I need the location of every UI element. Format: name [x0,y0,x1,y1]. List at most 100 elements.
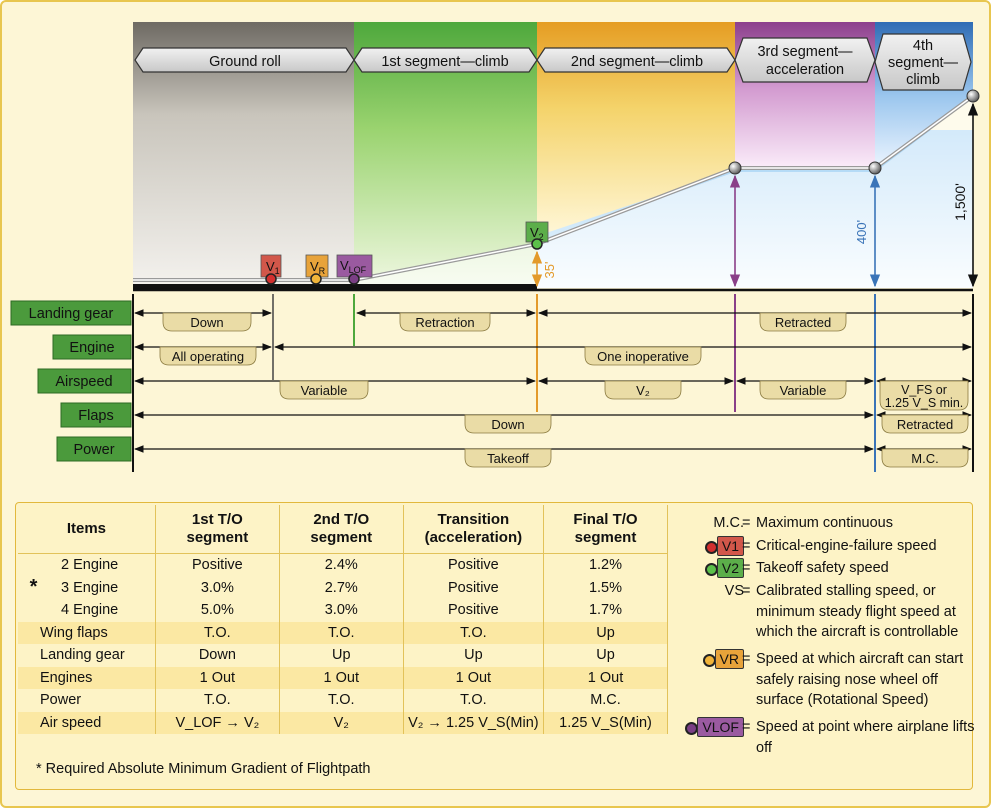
row-4engine-label: 4 Engine [48,599,156,622]
cell: 1.5% [543,576,668,599]
landing-gear-label: Landing gear [29,306,114,322]
waypoint-400ft-start [728,161,742,175]
tab-flaps-down: Down [464,414,552,434]
cell: Positive [403,576,545,599]
tab-power-takeoff: Takeoff [464,448,552,468]
climb-gradient-table: Items 1st T/O segment 2nd T/O segment Tran… [18,505,668,734]
gear-down-text: Down [190,315,223,330]
cell: 1.2% [543,553,668,577]
engine-all-text: All operating [172,349,244,364]
row-landing-gear-label: Landing gear [18,644,156,667]
waypoint-1500ft [966,89,980,103]
cell: T.O. [279,621,404,644]
power-takeoff-text: Takeoff [487,451,529,466]
v1-dot-icon [704,540,718,554]
row-2engine-label: 2 Engine [48,553,156,577]
cell: Positive [403,553,545,577]
cell: V₂ → 1.25 V_S(Min) [403,711,545,734]
row-label-landing-gear: Landing gear [10,300,132,326]
gear-retracted-text: Retracted [775,315,831,330]
legend-key: VS [724,583,744,599]
gear-retraction-text: Retraction [415,315,474,330]
tab-gear-down: Down [162,312,252,332]
cell: 1 Out [279,666,404,689]
cell: 1 Out [543,666,668,689]
power-label: Power [73,442,114,458]
row-airspeed-label: Air speed [18,711,156,734]
cell: 3.0% [279,599,404,622]
engine-label: Engine [69,340,114,356]
row-label-power: Power [56,436,132,462]
alt-1500-label: 1,500' [952,183,968,221]
cell: T.O. [403,621,545,644]
v2-marker: V2 [525,221,549,250]
svg-text:VLOF: VLOF [340,258,367,275]
row-label-engine: Engine [52,334,132,360]
row-engines-label: Engines [18,666,156,689]
tab-engine-one: One inoperative [584,346,702,366]
cell: 2.7% [279,576,404,599]
airspeed-vs-min-text: 1.25 V_S min. [885,396,964,410]
v1-marker: V1 [260,254,282,285]
cell: 1.7% [543,599,668,622]
segment4-label-line2: segment— [888,55,959,71]
tab-airspeed-variable: Variable [279,380,369,400]
header-transition: Transition (acceleration) [403,505,545,554]
row-label-flaps: Flaps [60,402,132,428]
requirements-panel: Items 1st T/O segment 2nd T/O segment Tran… [15,502,974,790]
vr-dot-icon [702,653,716,667]
cell: Positive [403,599,545,622]
legend-key: V2 [716,558,744,578]
tab-airspeed-v2: V₂ [604,380,682,400]
segment3-label-line2: acceleration [766,62,844,78]
header-items: Items [18,505,156,554]
banner-segment1: 1st segment—climb [353,47,538,73]
vr-subscript: R [319,266,326,276]
legend-desc: Maximum continuous [756,515,893,531]
cell: Up [403,644,545,667]
alt-35-label: 35' [542,262,557,279]
legend-key: V1 [716,536,744,556]
segment3-label-line1: 3rd segment— [757,44,853,60]
airspeed-label: Airspeed [55,374,112,390]
row-wing-flaps-label: Wing flaps [18,621,156,644]
cell: 3.0% [155,576,280,599]
table-header-row: Items 1st T/O segment 2nd T/O segment Tran… [18,505,668,554]
cell: Down [155,644,280,667]
cell: T.O. [155,621,280,644]
tab-airspeed-variable2: Variable [759,380,847,400]
segment2-region [537,22,735,236]
cell: T.O. [155,689,280,712]
takeoff-segments-diagram: Ground roll 1st segment—climb 2nd segmen… [10,22,980,472]
banner-segment2: 2nd segment—climb [536,47,736,73]
cell: T.O. [279,689,404,712]
ground-roll-label: Ground roll [209,54,281,70]
cell: M.C. [543,689,668,712]
table-row: Power T.O. T.O. T.O. M.C. [18,689,668,712]
cell: Up [543,644,668,667]
power-mc-text: M.C. [911,451,938,466]
legend-desc: Calibrated stalling speed, or minimum st… [756,583,959,640]
cell: 5.0% [155,599,280,622]
svg-text:V1: V1 [266,259,280,276]
cell: 2.4% [279,553,404,577]
header-final: Final T/O segment [543,505,668,554]
segment4-label-line3: climb [906,72,940,88]
table-row: Landing gear Down Up Up Up [18,644,668,667]
vlof-letter: V [340,258,349,273]
header-seg2: 2nd T/O segment [279,505,404,554]
legend-desc: Critical-engine-failure speed [756,538,937,554]
vr-marker: VR [305,254,329,285]
table-row: 4 Engine 5.0% 3.0% Positive 1.7% [18,599,668,622]
table-row: 3 Engine 3.0% 2.7% Positive 1.5% [18,576,668,599]
table-row: Engines 1 Out 1 Out 1 Out 1 Out [18,666,668,689]
segment1-label: 1st segment—climb [381,54,508,70]
legend-key: M.C. [713,515,744,531]
flaps-retracted-text: Retracted [897,417,953,432]
v2-dot-icon [704,562,718,576]
v1-letter: V [266,259,275,274]
banner-ground-roll: Ground roll [134,47,355,73]
cell: Positive [155,553,280,577]
legend-desc: Takeoff safety speed [756,560,889,576]
star-mark: * [29,576,38,599]
